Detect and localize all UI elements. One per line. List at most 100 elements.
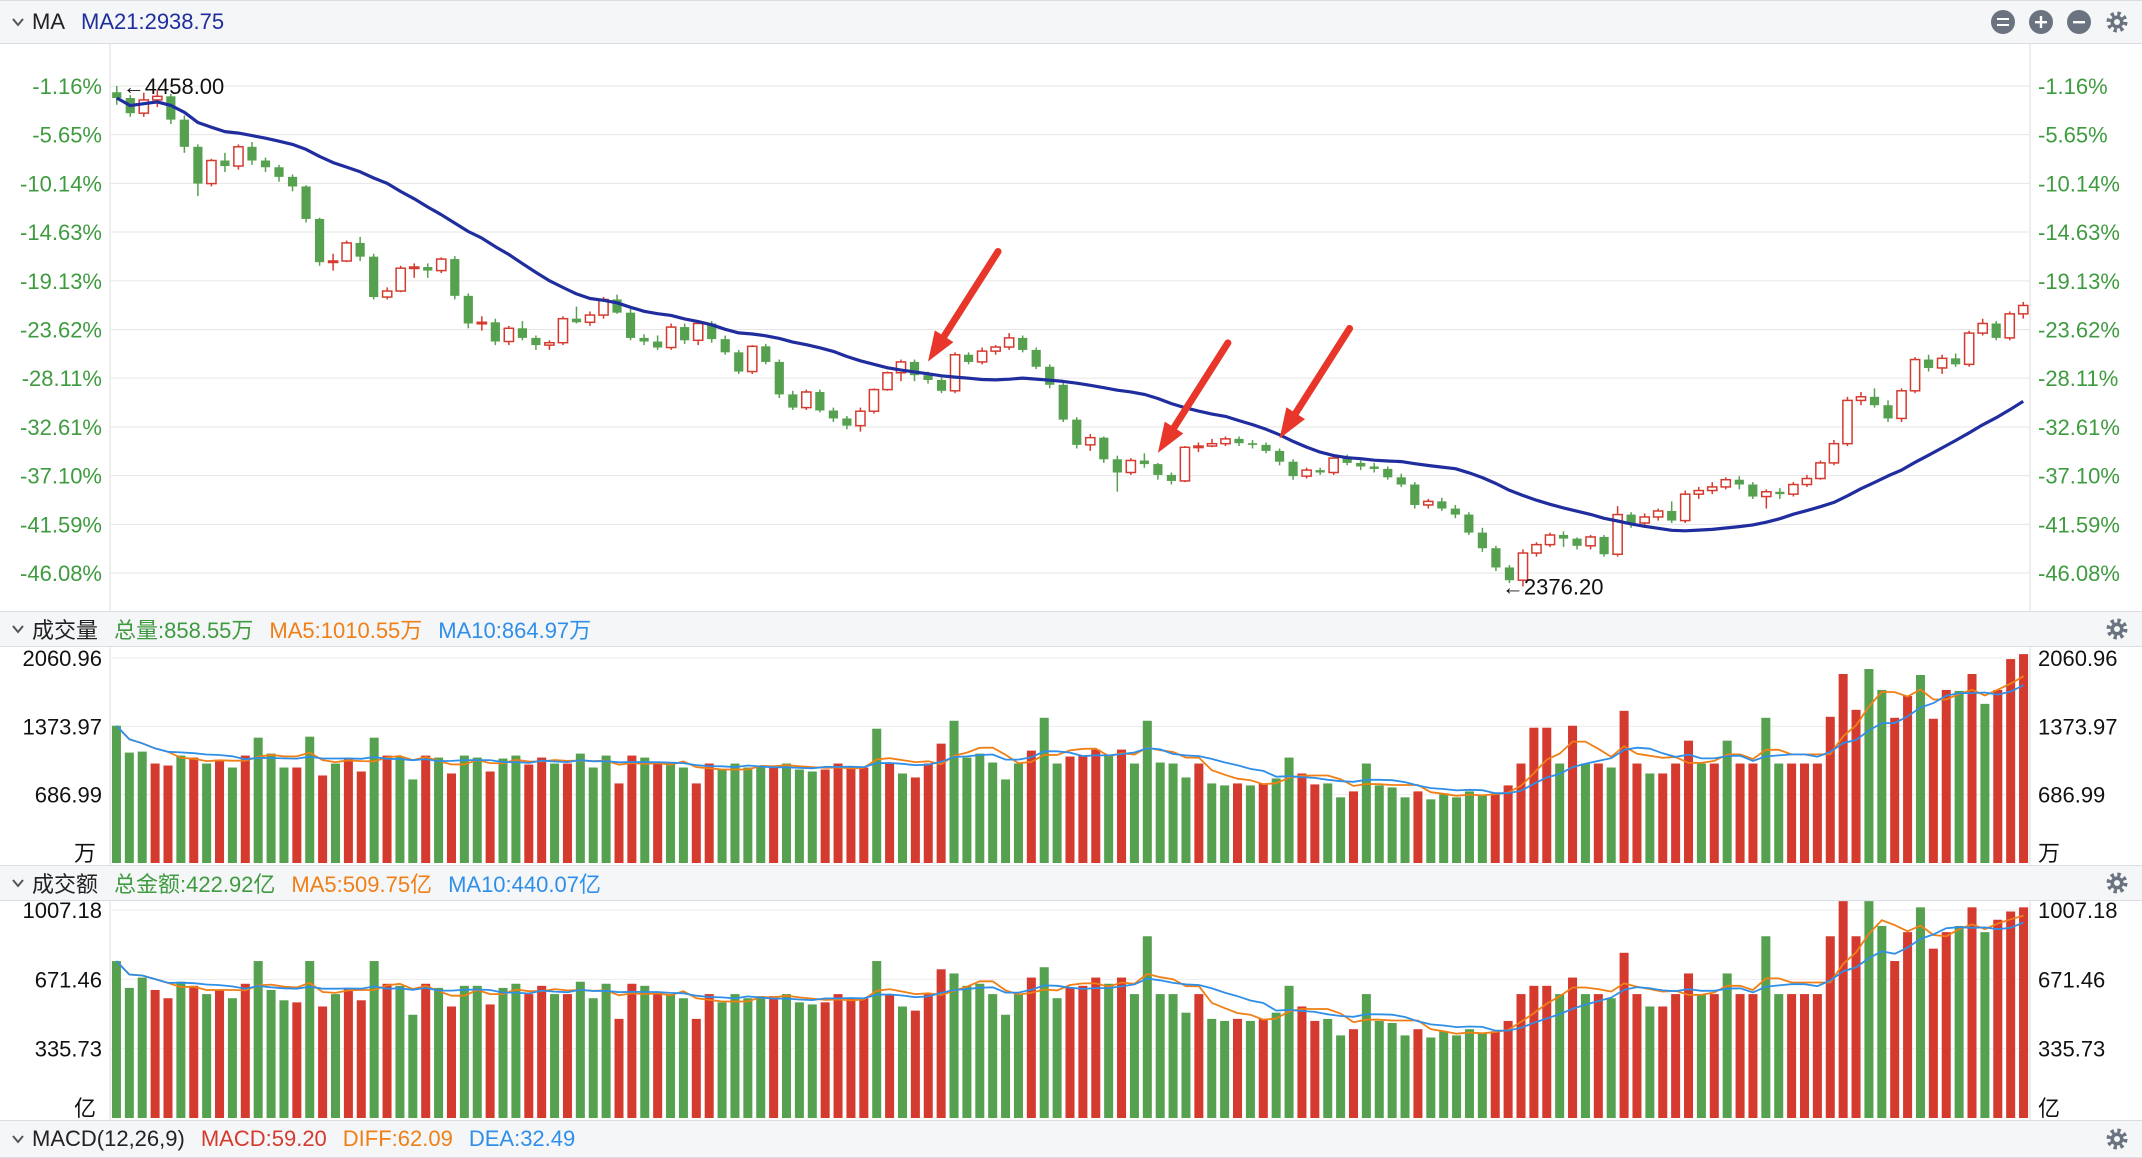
volume-bar (1413, 791, 1423, 863)
candle (1612, 506, 1623, 557)
volume-bar (1233, 1018, 1243, 1118)
volume-bar (678, 767, 688, 863)
volume-bar (2019, 907, 2029, 1118)
volume-bar (1735, 994, 1745, 1118)
volume-bar (807, 771, 817, 863)
volume-bar (833, 763, 843, 863)
y-tick-label-right: 686.99 (2038, 783, 2105, 808)
candle (193, 144, 203, 197)
price-annotation: ←2376.20 (1502, 574, 1604, 599)
volume-bar (1761, 717, 1771, 863)
volume-bar (691, 783, 701, 863)
candle (1544, 532, 1556, 548)
y-tick-label-left: -19.13% (20, 269, 102, 294)
volume-bar (1220, 1020, 1230, 1118)
volume-bar (1439, 1031, 1449, 1118)
candle (1396, 473, 1406, 487)
candle (557, 316, 569, 346)
volume-bar (1258, 783, 1268, 863)
volume-bar (1658, 773, 1668, 863)
volume-bar (240, 983, 250, 1118)
y-tick-label-left: -46.08% (20, 561, 102, 586)
candle (247, 142, 257, 165)
volume-bar (1967, 907, 1977, 1118)
candle (1045, 364, 1055, 389)
candle (1356, 460, 1366, 471)
chevron-down-icon[interactable] (4, 621, 32, 637)
y-tick-label-left: 2060.96 (22, 646, 102, 671)
candle (463, 293, 473, 329)
candle (774, 359, 784, 398)
volume-bar (1297, 1006, 1307, 1118)
volume-bar (1915, 907, 1925, 1118)
y-tick-label-left: -1.16% (32, 74, 102, 99)
volume-bar (872, 961, 882, 1118)
volume-bar (382, 755, 392, 863)
volume-bar (1258, 1018, 1268, 1118)
y-tick-label-right: -23.62% (2038, 318, 2120, 343)
ma-header: MA MA21:2938.75 (0, 0, 2142, 44)
volume-bar (962, 757, 972, 863)
volume-bar (743, 767, 753, 863)
candle (639, 334, 649, 346)
volume-bar (1426, 1037, 1436, 1118)
y-tick-label-right: 2060.96 (2038, 646, 2118, 671)
volume-bar (1271, 778, 1281, 863)
volume-bar (472, 757, 482, 863)
candle (1099, 436, 1109, 463)
gear-icon[interactable] (2104, 870, 2130, 896)
gear-icon[interactable] (2104, 9, 2130, 35)
volume-bar (1542, 985, 1552, 1118)
volume-bar (1452, 797, 1462, 863)
candle (423, 263, 433, 278)
volume-bar (859, 998, 869, 1118)
amount-title: 成交额 (32, 872, 99, 897)
volume-bar-chart: 2060.96 2060.96 1373.97 1373.97 686.99 686.99… (22, 646, 2118, 865)
volume-bar (1503, 1020, 1513, 1118)
y-tick-label-right: -19.13% (2038, 269, 2120, 294)
volume-bar (459, 755, 469, 863)
gear-icon[interactable] (2104, 616, 2130, 642)
volume-bar (1323, 1018, 1333, 1118)
volume-bar (1452, 1035, 1462, 1118)
candle (788, 390, 798, 411)
volume-bar (1477, 795, 1487, 863)
volume-bar (111, 725, 121, 863)
volume-bar (1361, 994, 1371, 1118)
candle (625, 309, 636, 341)
candle (314, 217, 325, 266)
volume-bar (1374, 1020, 1384, 1118)
chevron-down-icon[interactable] (4, 1131, 32, 1147)
candle (503, 325, 515, 346)
collapse-icon[interactable] (1990, 9, 2016, 35)
candle (1788, 482, 1799, 497)
volume-bar (343, 987, 353, 1118)
volume-bar (756, 765, 766, 863)
candle (949, 352, 961, 394)
candle (1720, 477, 1732, 490)
candle (166, 93, 176, 124)
gear-icon[interactable] (2104, 1126, 2130, 1152)
volume-bar (640, 757, 650, 863)
volume-bar (137, 751, 147, 863)
volume-bar (1490, 1031, 1500, 1118)
remove-indicator-icon[interactable] (2066, 9, 2092, 35)
volume-bar (111, 961, 121, 1118)
volume-bar (279, 1000, 289, 1118)
volume-bar (1039, 967, 1049, 1118)
chevron-down-icon[interactable] (4, 875, 32, 891)
volume-bar (318, 775, 328, 863)
volume-bar (511, 755, 521, 863)
chevron-down-icon[interactable] (4, 14, 32, 30)
volume-bar (743, 998, 753, 1118)
y-tick-label-left: -23.62% (20, 318, 102, 343)
volume-bar (666, 994, 676, 1118)
volume-bar (1722, 740, 1732, 863)
volume-bar (1593, 763, 1603, 863)
volume-bar (1194, 994, 1204, 1118)
y-tick-label-left: 335.73 (35, 1037, 102, 1062)
add-indicator-icon[interactable] (2028, 9, 2054, 35)
volume-bar (897, 773, 907, 863)
volume-bar (1464, 791, 1474, 863)
volume-bar (1348, 791, 1358, 863)
